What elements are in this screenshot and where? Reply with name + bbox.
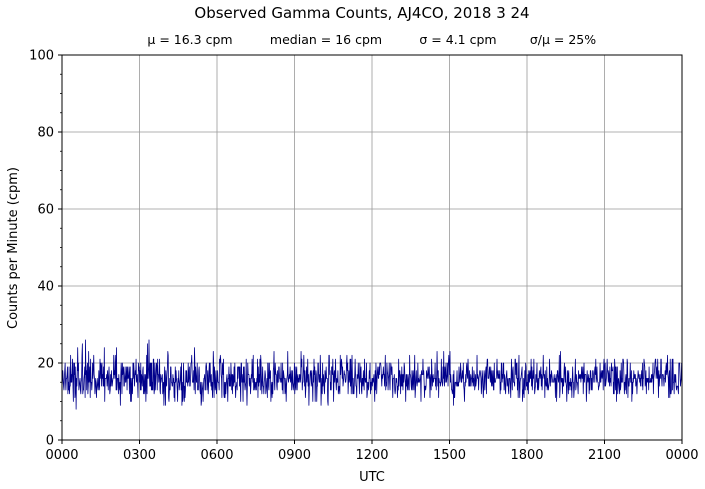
stat-ratio: σ/μ = 25% [530, 32, 596, 47]
grid-lines [61, 54, 683, 441]
stat-sigma: σ = 4.1 cpm [419, 32, 496, 47]
y-tick-label: 20 [37, 357, 54, 372]
x-tick-label: 1200 [355, 448, 388, 463]
series-line [61, 339, 683, 410]
y-tick-label: 0 [46, 434, 54, 449]
x-tick-label: 0300 [123, 448, 156, 463]
x-tick-label: 0600 [200, 448, 233, 463]
y-tick-label: 60 [37, 203, 54, 218]
y-axis: 0 20 40 60 80 100 [29, 49, 62, 449]
x-tick-label: 0000 [665, 448, 698, 463]
y-tick-label: 80 [37, 126, 54, 141]
stat-median: median = 16 cpm [270, 32, 382, 47]
stat-mean: μ = 16.3 cpm [147, 32, 232, 47]
y-tick-label: 40 [37, 280, 54, 295]
series-group [61, 339, 683, 410]
x-tick-label: 1800 [510, 448, 543, 463]
y-axis-label: Counts per Minute (cpm) [6, 167, 21, 329]
x-tick-label: 2100 [588, 448, 621, 463]
y-tick-label: 100 [29, 49, 54, 64]
x-tick-label: 1500 [433, 448, 466, 463]
x-tick-label: 0900 [278, 448, 311, 463]
x-axis: 0000 0300 0600 0900 1200 1500 1800 2100 0000 [45, 440, 699, 463]
x-tick-label: 0000 [45, 448, 78, 463]
x-axis-label: UTC [359, 470, 385, 485]
chart-title: Observed Gamma Counts, AJ4CO, 2018 3 24 [194, 4, 529, 22]
